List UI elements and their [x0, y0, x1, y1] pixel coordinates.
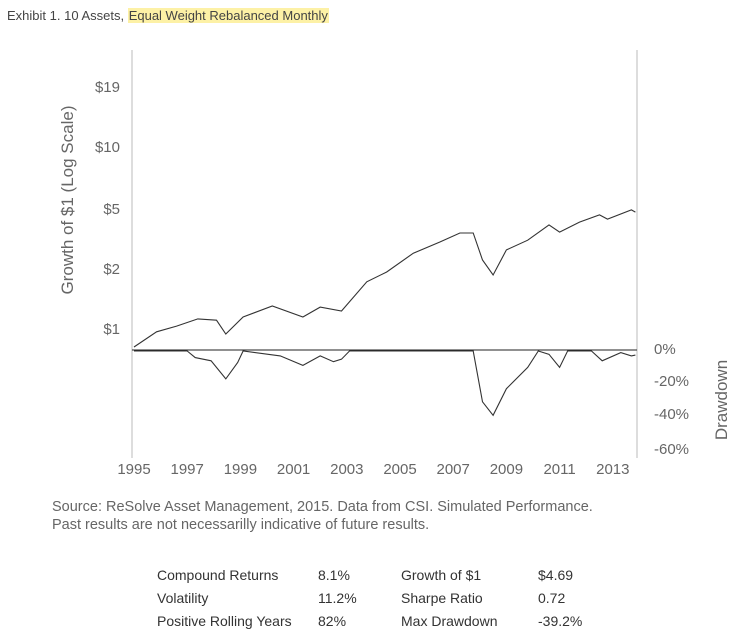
- stat-label: Volatility: [157, 590, 209, 606]
- stat-value: $4.69: [538, 567, 574, 583]
- exhibit-title: Exhibit 1. 10 Assets, Equal Weight Rebal…: [7, 8, 329, 23]
- source-line-2: Past results are not necessarilly indica…: [52, 517, 430, 533]
- source-line-1: Source: ReSolve Asset Management, 2015. …: [52, 499, 593, 515]
- stat-value: 8.1%: [318, 567, 350, 583]
- y-tick-label: $5: [103, 201, 120, 218]
- drawdown-tick-label: -60%: [654, 441, 690, 458]
- drawdown-tick-label: -40%: [654, 406, 690, 423]
- y-axis-label: Growth of $1 (Log Scale): [58, 105, 77, 295]
- x-tick-label: 2007: [436, 461, 470, 478]
- drawdown-tick-label: 0%: [654, 341, 676, 358]
- stat-label: Sharpe Ratio: [401, 590, 483, 606]
- x-tick-label: 2009: [489, 461, 524, 478]
- stat-value: 82%: [318, 613, 347, 629]
- stat-label: Compound Returns: [157, 567, 279, 583]
- y-tick-label: $10: [94, 139, 120, 156]
- stat-value: 11.2%: [318, 590, 357, 606]
- stat-label: Max Drawdown: [401, 613, 498, 629]
- x-tick-label: 2001: [276, 461, 311, 478]
- stat-value: -39.2%: [538, 613, 583, 629]
- growth-series-line: [133, 209, 636, 348]
- x-tick-label: 1995: [117, 461, 151, 478]
- y-tick-label: $2: [103, 261, 120, 278]
- stat-label: Growth of $1: [401, 567, 482, 583]
- title-highlight: Equal Weight Rebalanced Monthly: [127, 8, 329, 23]
- x-tick-label: 1999: [223, 461, 258, 478]
- drawdown-axis-label: Drawdown: [712, 359, 731, 441]
- drawdown-series-line: [134, 350, 636, 417]
- x-tick-label: 2003: [330, 461, 364, 478]
- drawdown-tick-label: -20%: [654, 373, 690, 390]
- y-tick-label: $1: [103, 321, 120, 338]
- x-tick-label: 2013: [596, 461, 630, 478]
- stat-label: Positive Rolling Years: [157, 613, 292, 629]
- y-tick-label: $19: [94, 79, 120, 96]
- stat-value: 0.72: [538, 590, 566, 606]
- x-tick-label: 2011: [543, 461, 576, 478]
- title-prefix: Exhibit 1. 10 Assets,: [7, 8, 128, 23]
- x-tick-label: 2005: [383, 461, 417, 478]
- x-tick-label: 1997: [170, 461, 204, 478]
